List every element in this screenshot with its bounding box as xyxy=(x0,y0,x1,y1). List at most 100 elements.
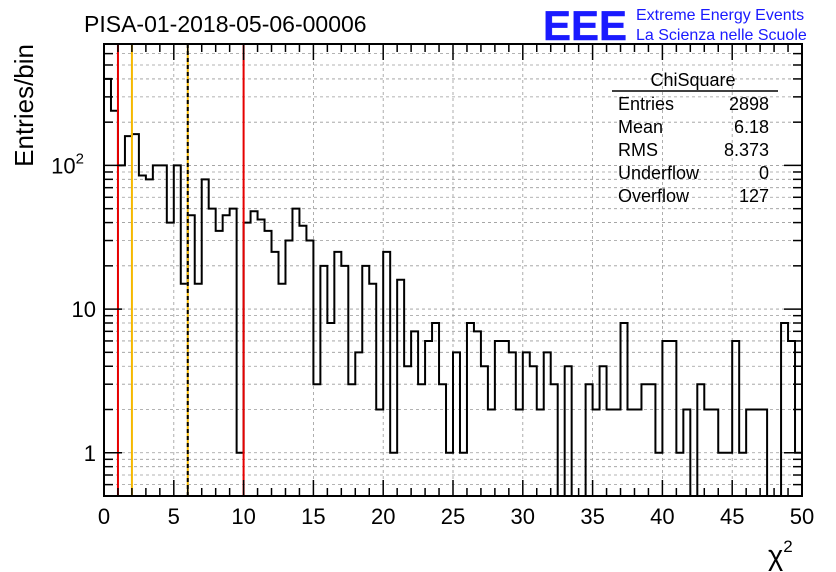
histogram-bin xyxy=(160,165,167,496)
histogram-bin xyxy=(118,165,125,496)
stats-row-value: 0 xyxy=(759,163,769,183)
histogram-bin xyxy=(648,384,655,496)
x-tick-label: 35 xyxy=(580,504,604,529)
x-tick-label: 0 xyxy=(98,504,110,529)
histogram-bin xyxy=(676,453,683,496)
stats-row-value: 8.373 xyxy=(724,140,769,160)
histogram-bin xyxy=(132,134,139,496)
histogram-bin xyxy=(509,352,516,496)
histogram-bin xyxy=(265,231,272,496)
histogram-bin xyxy=(593,410,600,496)
x-tick-label: 25 xyxy=(441,504,465,529)
svg-text:χ2: χ2 xyxy=(768,537,793,572)
x-tick-label: 50 xyxy=(790,504,814,529)
x-tick-label: 5 xyxy=(168,504,180,529)
histogram-bin xyxy=(502,341,509,496)
histogram-bin xyxy=(139,176,146,496)
histogram-bin xyxy=(383,252,390,496)
histogram-bin xyxy=(641,384,648,496)
histogram-bin xyxy=(397,280,404,496)
histogram-bin xyxy=(711,410,718,496)
histogram-bin xyxy=(174,165,181,496)
histogram-bin xyxy=(153,165,160,496)
stats-row-value: 6.18 xyxy=(734,117,769,137)
histogram-bin xyxy=(104,79,111,496)
histogram-bin xyxy=(202,179,209,496)
histogram-bin xyxy=(341,266,348,496)
histogram-bin xyxy=(279,284,286,496)
histogram-bin xyxy=(732,341,739,496)
histogram-bin xyxy=(600,366,607,496)
histogram-bin xyxy=(306,241,313,496)
histogram-bin xyxy=(432,323,439,496)
x-tick-labels: 0 5 10 15 20 25 30 35 40 45 50 xyxy=(98,504,814,529)
histogram-bin xyxy=(320,266,327,496)
histogram-bin xyxy=(146,179,153,496)
histogram-bin xyxy=(718,453,725,496)
histogram-bin xyxy=(355,352,362,496)
histogram-bin xyxy=(537,410,544,496)
histogram-bin xyxy=(425,341,432,496)
histogram-bin xyxy=(216,231,223,496)
histogram-bin xyxy=(230,209,237,496)
histogram-bin xyxy=(523,352,530,496)
histogram-bin xyxy=(488,410,495,496)
histogram-bin xyxy=(481,366,488,496)
histogram-bin xyxy=(418,384,425,496)
histogram-outline xyxy=(103,77,803,497)
histogram-line xyxy=(103,77,803,497)
histogram-bin xyxy=(209,209,216,496)
histogram-bin xyxy=(788,341,795,496)
histogram-bin xyxy=(313,384,320,496)
histogram-bin xyxy=(348,384,355,496)
histogram-bin xyxy=(362,266,369,496)
x-tick-label: 15 xyxy=(301,504,325,529)
histogram-bin xyxy=(181,284,188,496)
stats-box-rows: Entries 2898 Mean 6.18 RMS 8.373 Underflow 0 Ove… xyxy=(618,94,769,206)
histogram-bin xyxy=(530,366,537,496)
histogram-bin xyxy=(704,410,711,496)
histogram-bin xyxy=(781,323,788,496)
x-axis-label-superscript: 2 xyxy=(783,537,792,556)
stats-row-label: Entries xyxy=(618,94,674,114)
histogram-bin xyxy=(334,252,341,496)
x-axis-label-symbol: χ xyxy=(768,540,783,572)
x-tick-label: 20 xyxy=(371,504,395,529)
eee-logo-letters: EEE xyxy=(543,2,627,49)
histogram-bin xyxy=(683,410,690,496)
histogram-bin xyxy=(628,410,635,496)
y-tick-label: 102 xyxy=(51,150,84,178)
histogram-bin xyxy=(746,410,753,496)
histogram-bin xyxy=(272,252,279,496)
histogram-bin xyxy=(516,410,523,496)
cut-lines xyxy=(116,44,245,496)
histogram-bin xyxy=(739,453,746,496)
histogram-bin xyxy=(655,453,662,496)
stats-row-label: Overflow xyxy=(618,186,690,206)
histogram-bin xyxy=(634,410,641,496)
eee-logo-line2: La Scienza nelle Scuole xyxy=(636,27,807,44)
x-tick-label: 10 xyxy=(231,504,255,529)
histogram-bin xyxy=(467,323,474,496)
histogram-bin xyxy=(411,331,418,496)
histogram-bin xyxy=(223,215,230,496)
stats-row-value: 127 xyxy=(739,186,769,206)
y-tick-labels: 1 10 102 xyxy=(51,150,96,465)
histogram-bin xyxy=(292,209,299,496)
histogram-bin xyxy=(390,453,397,496)
histogram-bin xyxy=(586,384,593,496)
histogram-bin xyxy=(251,211,258,496)
histogram-bin xyxy=(244,223,251,496)
histogram-bin xyxy=(621,323,628,496)
histogram-bin xyxy=(669,341,676,496)
histogram-bin xyxy=(565,366,572,496)
histogram-bin xyxy=(439,384,446,496)
histogram-bin xyxy=(697,384,704,496)
histogram-bin xyxy=(167,223,174,496)
stats-row-label: Underflow xyxy=(618,163,700,183)
axes xyxy=(103,43,803,497)
histogram-bin xyxy=(237,453,244,496)
histogram-bin xyxy=(551,384,558,496)
histogram-bin xyxy=(258,220,265,496)
